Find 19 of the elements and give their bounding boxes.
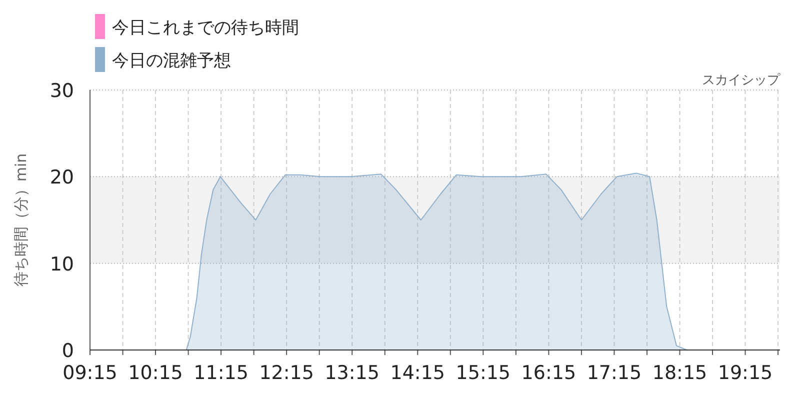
x-tick-label: 13:15 — [324, 362, 380, 384]
x-tick-label: 11:15 — [194, 362, 248, 384]
x-tick-label: 19:15 — [718, 362, 773, 384]
x-tick-label: 15:15 — [456, 362, 511, 384]
chart-subtitle: スカイシップ — [702, 73, 781, 88]
legend-label: 今日これまでの待ち時間 — [112, 18, 299, 38]
x-tick-label: 14:15 — [390, 362, 446, 384]
x-tick-label: 17:15 — [586, 362, 642, 384]
x-tick-label: 18:15 — [652, 362, 708, 384]
y-tick-label: 10 — [50, 253, 74, 276]
x-tick-label: 09:15 — [62, 362, 118, 384]
legend-label: 今日の混雑予想 — [112, 51, 231, 71]
x-tick-label: 12:15 — [259, 362, 314, 384]
y-tick-label: 30 — [50, 80, 74, 102]
x-tick-label: 16:15 — [521, 362, 576, 384]
x-tick-label: 10:15 — [128, 362, 183, 384]
y-axis-title: 待ち時間（分）min — [12, 153, 30, 287]
y-tick-label: 20 — [50, 166, 74, 189]
y-tick-label: 0 — [62, 340, 74, 362]
